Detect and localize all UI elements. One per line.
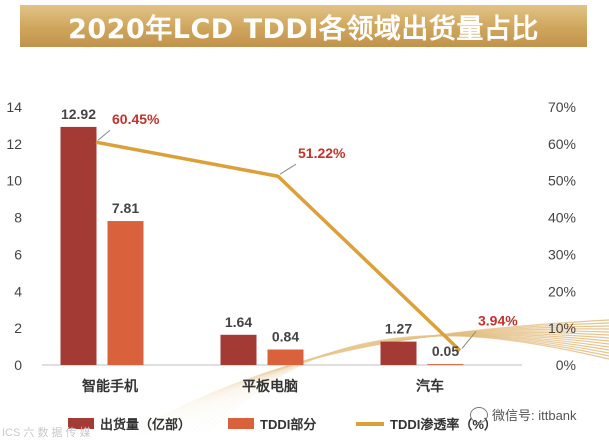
x-category-label: 智能手机: [81, 378, 138, 394]
chart-title: 2020年LCD TDDI各领域出货量占比: [68, 13, 539, 45]
legend-label-tddi: TDDI部分: [260, 417, 317, 432]
bar-shipment: [220, 334, 257, 365]
legend-swatch-rate: [356, 421, 384, 426]
bar-tddi: [427, 364, 464, 365]
decorative-wave: [119, 319, 609, 442]
legend-item-shipment: 出货量（亿部）: [68, 414, 191, 433]
y-right-tick-label: 20%: [548, 283, 576, 299]
y-left-tick-label: 10: [6, 173, 22, 189]
y-right-tick-label: 50%: [548, 173, 576, 189]
chart-title-banner: 2020年LCD TDDI各领域出货量占比: [20, 5, 587, 47]
legend-label-shipment: 出货量（亿部）: [100, 417, 192, 432]
y-left-tick-label: 12: [6, 136, 22, 152]
watermark-right-text: 微信号: ittbank: [492, 408, 577, 423]
legend-swatch-tddi: [228, 418, 254, 429]
rate-label: 3.94%: [478, 312, 518, 328]
bar-tddi-label: 0.05: [432, 343, 459, 359]
bar-shipment: [380, 341, 417, 365]
rate-label-leader: [279, 163, 297, 175]
y-left-tick-label: 14: [6, 99, 22, 115]
bar-shipment-label: 1.27: [385, 321, 412, 337]
y-left-tick-label: 2: [14, 320, 22, 336]
y-right-tick-label: 0%: [556, 357, 576, 373]
wechat-icon: [470, 406, 488, 423]
y-right-tick-label: 60%: [548, 136, 576, 152]
y-left-tick-label: 4: [14, 283, 22, 299]
legend-label-rate: TDDI渗透率（%）: [390, 417, 497, 432]
rate-label: 51.22%: [298, 145, 346, 161]
y-right-tick-label: 10%: [548, 320, 576, 336]
bar-shipment-label: 1.64: [225, 314, 252, 330]
bar-tddi-label: 0.84: [272, 329, 299, 345]
y-right-tick-label: 70%: [548, 99, 576, 115]
bar-tddi-label: 7.81: [112, 200, 139, 216]
y-right-tick-label: 30%: [548, 246, 576, 262]
rate-label-leader: [97, 129, 111, 141]
legend-item-rate: TDDI渗透率（%）: [356, 414, 497, 433]
rate-label-leader: [461, 331, 477, 349]
rate-line: [95, 140, 462, 352]
rate-label: 60.45%: [112, 111, 160, 127]
y-right-tick-label: 40%: [548, 210, 576, 226]
bar-shipment-label: 12.92: [61, 106, 96, 122]
bar-tddi: [267, 349, 304, 365]
x-category-label: 汽车: [416, 378, 444, 394]
decorative-wave-stroke: [197, 335, 609, 442]
bar-shipment: [60, 126, 97, 365]
legend-item-tddi: TDDI部分: [228, 414, 316, 433]
bar-tddi: [107, 221, 144, 365]
y-left-tick-label: 8: [14, 210, 22, 226]
x-category-label: 平板电脑: [242, 378, 298, 394]
chart-legend: 出货量（亿部） TDDI部分 TDDI渗透率（%）: [0, 414, 609, 434]
y-left-tick-label: 6: [14, 246, 22, 262]
watermark-right: 微信号: ittbank: [470, 405, 577, 424]
watermark-left: ICS 六 数 据 传 媒: [2, 427, 91, 439]
y-left-tick-label: 0: [14, 357, 22, 373]
legend-swatch-shipment: [68, 418, 94, 429]
